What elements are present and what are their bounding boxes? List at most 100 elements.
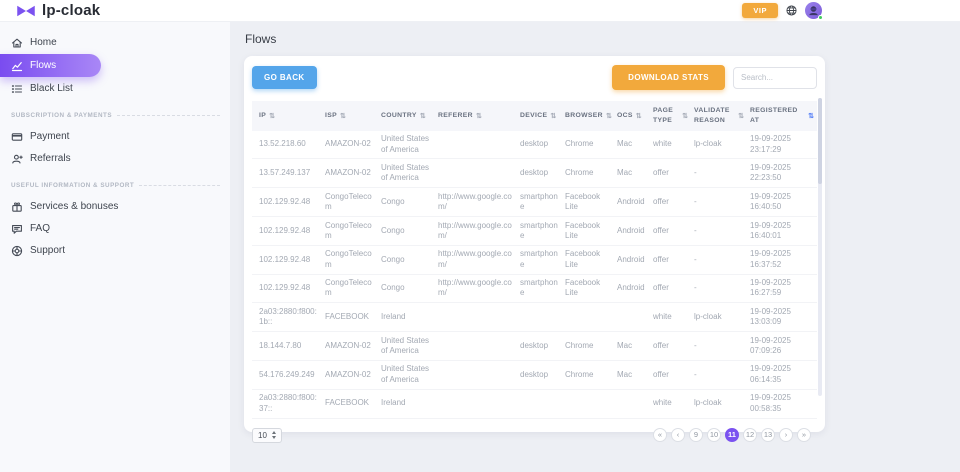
- pagination-prev[interactable]: ‹: [671, 428, 685, 442]
- sort-icon[interactable]: ⇅: [340, 112, 346, 120]
- sort-icon[interactable]: ⇅: [269, 112, 275, 120]
- column-header-registered-at[interactable]: REGISTERED AT ⇅: [747, 101, 817, 131]
- go-back-button[interactable]: GO BACK: [252, 66, 317, 89]
- sort-icon[interactable]: ⇅: [738, 112, 744, 120]
- header-controls: VIP: [742, 2, 823, 20]
- pagination-next[interactable]: ›: [779, 428, 793, 442]
- column-header-referer[interactable]: REFERER ⇅: [435, 101, 517, 131]
- table-row[interactable]: 18.144.7.80 AMAZON-02 United States of Ame…: [252, 331, 817, 361]
- column-header-isp[interactable]: ISP ⇅: [322, 101, 378, 131]
- table-cell: desktop: [517, 331, 562, 361]
- flows-card: GO BACK DOWNLOAD STATS IP⇅ISP⇅COUNTRY⇅RE…: [244, 56, 825, 443]
- user-avatar[interactable]: [805, 2, 823, 20]
- sort-icon[interactable]: ⇅: [419, 112, 426, 120]
- table-cell: Chrome: [562, 331, 614, 361]
- table-row[interactable]: 102.129.92.48 CongoTelecom Congo http://www…: [252, 216, 817, 246]
- sidebar-item-payment[interactable]: Payment: [0, 126, 230, 147]
- table-cell: white: [650, 389, 691, 419]
- payment-icon: [11, 131, 23, 143]
- vip-button[interactable]: VIP: [742, 3, 778, 18]
- services-gift-icon: [11, 201, 23, 213]
- table-cell: 19-09-2025 16:40:50: [747, 187, 817, 218]
- pagination-first[interactable]: «: [653, 428, 667, 442]
- table-cell: AMAZON-02: [322, 331, 378, 361]
- table-cell: 19-09-2025 16:37:52: [747, 245, 817, 275]
- sidebar-item-flows[interactable]: Flows: [0, 54, 101, 77]
- table-cell: lp-cloak: [691, 130, 747, 160]
- table-cell: [435, 302, 517, 333]
- table-cell: http://www.google.com/: [435, 187, 517, 218]
- column-header-ocs[interactable]: OCS ⇅: [614, 101, 650, 131]
- table-cell: 19-09-2025 22:23:50: [747, 158, 817, 189]
- column-header-country[interactable]: COUNTRY ⇅: [378, 101, 435, 131]
- top-header: lp-cloak VIP: [0, 0, 960, 22]
- pagination-page-12[interactable]: 12: [743, 428, 757, 442]
- pagination-page-11[interactable]: 11: [725, 428, 739, 442]
- table-cell: http://www.google.com/: [435, 216, 517, 246]
- page-size-select[interactable]: 10: [252, 427, 282, 443]
- column-header-browser[interactable]: BROWSER ⇅: [562, 101, 614, 131]
- mask-logo-icon: [16, 4, 36, 18]
- table-cell: [435, 130, 517, 160]
- language-globe-icon[interactable]: [786, 5, 797, 16]
- download-stats-button[interactable]: DOWNLOAD STATS: [612, 65, 725, 90]
- faq-chat-icon: [11, 223, 23, 235]
- table-cell: United States of America: [378, 130, 435, 160]
- pagination-page-13[interactable]: 13: [761, 428, 775, 442]
- table-cell: -: [691, 274, 747, 304]
- table-row[interactable]: 13.52.218.60 AMAZON-02 United States of Am…: [252, 130, 817, 160]
- table-row[interactable]: 102.129.92.48 CongoTelecom Congo http://www…: [252, 274, 817, 304]
- sidebar-item-services-bonuses[interactable]: Services & bonuses: [0, 196, 230, 217]
- sort-icon[interactable]: ⇅: [682, 112, 688, 120]
- column-label: DEVICE: [520, 111, 548, 119]
- sidebar-section-support: USEFUL INFORMATION & SUPPORT: [11, 182, 220, 189]
- sidebar-section-subscription: SUBSCRIPTION & PAYMENTS: [11, 112, 220, 119]
- table-row[interactable]: 102.129.92.48 CongoTelecom Congo http://www…: [252, 245, 817, 275]
- pagination-last[interactable]: »: [797, 428, 811, 442]
- table-row[interactable]: 13.57.249.137 AMAZON-02 United States of A…: [252, 158, 817, 189]
- table-row[interactable]: 54.176.249.249 AMAZON-02 United States of …: [252, 360, 817, 390]
- table-cell: 19-09-2025 07:09:26: [747, 331, 817, 361]
- sort-icon[interactable]: ⇅: [475, 112, 482, 120]
- column-header-page-type[interactable]: PAGE TYPE ⇅: [650, 101, 691, 131]
- table-cell: CongoTelecom: [322, 187, 378, 218]
- table-row[interactable]: 2a03:2880:f800:1b:: FACEBOOK Ireland white l…: [252, 302, 817, 333]
- search-input[interactable]: [733, 66, 817, 89]
- table-cell: AMAZON-02: [322, 360, 378, 390]
- table-row[interactable]: 102.129.92.48 CongoTelecom Congo http://www…: [252, 187, 817, 218]
- table-cell: AMAZON-02: [322, 158, 378, 189]
- table-scrollbar-track[interactable]: [818, 98, 822, 396]
- brand-logo[interactable]: lp-cloak: [16, 2, 100, 19]
- sort-icon[interactable]: ⇅: [635, 112, 642, 120]
- sort-icon[interactable]: ⇅: [605, 112, 612, 120]
- stepper-arrows-icon: [271, 431, 276, 439]
- sidebar-item-home[interactable]: Home: [0, 32, 230, 53]
- table-cell: CongoTelecom: [322, 216, 378, 246]
- sidebar-item-support[interactable]: Support: [0, 240, 230, 261]
- table-cell: CongoTelecom: [322, 245, 378, 275]
- column-header-device[interactable]: DEVICE ⇅: [517, 101, 562, 131]
- sidebar-item-label: FAQ: [30, 223, 51, 234]
- table-row[interactable]: 2a03:2880:f800:37:: FACEBOOK Ireland white l…: [252, 389, 817, 419]
- sort-icon[interactable]: ⇅: [808, 112, 814, 120]
- column-header-validate-reason[interactable]: VALIDATE REASON ⇅: [691, 101, 747, 131]
- pagination-page-10[interactable]: 10: [707, 428, 721, 442]
- column-label: PAGE TYPE: [653, 107, 674, 124]
- table-cell: 2a03:2880:f800:37::: [252, 389, 322, 419]
- table-cell: offer: [650, 245, 691, 275]
- sidebar-item-black-list[interactable]: Black List: [0, 78, 230, 99]
- table-cell: -: [691, 360, 747, 390]
- column-header-ip[interactable]: IP ⇅: [252, 101, 322, 131]
- table-cell: smartphone: [517, 274, 562, 304]
- table-cell: Chrome: [562, 360, 614, 390]
- flows-icon: [11, 60, 23, 72]
- sidebar-item-faq[interactable]: FAQ: [0, 218, 230, 239]
- pagination-page-9[interactable]: 9: [689, 428, 703, 442]
- table-cell: offer: [650, 187, 691, 218]
- sidebar-item-label: Referrals: [30, 153, 71, 164]
- table-cell: 13.57.249.137: [252, 158, 322, 189]
- sort-icon[interactable]: ⇅: [550, 112, 557, 120]
- table-cell: Android: [614, 245, 650, 275]
- sidebar-item-referrals[interactable]: Referrals: [0, 148, 230, 169]
- table-scrollbar-thumb[interactable]: [818, 98, 822, 184]
